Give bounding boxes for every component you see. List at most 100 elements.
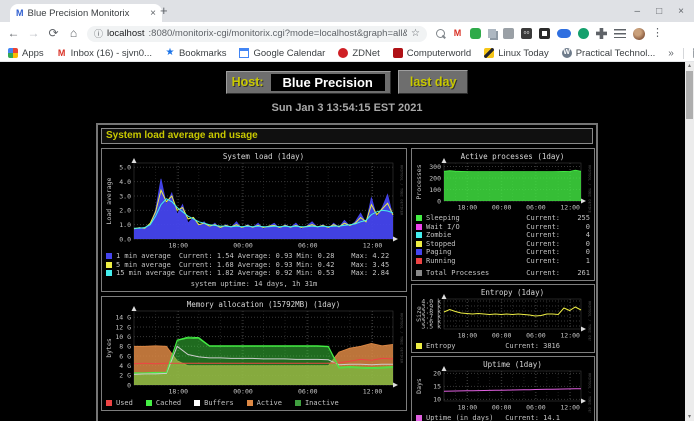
bookmark-star-icon[interactable]: ☆ [411,28,420,39]
legend-swatch [416,232,422,239]
scrollbar-up-arrow[interactable]: ▴ [687,63,691,69]
playlist-extension-icon[interactable] [614,29,626,38]
profile-avatar[interactable] [633,27,645,40]
bookmark-apps[interactable]: Apps [8,48,44,59]
svg-text:18:00: 18:00 [458,404,478,412]
legend-row: Zombie Current: 4 [416,231,590,240]
window-close-button[interactable]: × [678,5,684,17]
bookmark-inbox-16-sjvn0[interactable]: M Inbox (16) - sjvn0... [57,47,152,59]
reload-button[interactable]: ⟳ [48,26,59,40]
url-bar[interactable]: ⓘ localhost :8080/monitorix-cgi/monitori… [87,25,427,42]
new-tab-button[interactable]: + [160,3,168,18]
tab-title: Blue Precision Monitorix [27,7,130,19]
url-host: localhost [107,28,145,39]
back-button[interactable]: ← [7,26,20,40]
svg-text:18:00: 18:00 [168,242,188,250]
b-star-icon: ★ [165,47,175,58]
svg-text:06:00: 06:00 [526,331,546,339]
site-info-icon[interactable]: ⓘ [94,29,104,39]
search-icon[interactable] [436,29,445,38]
b-lt-icon [484,48,495,58]
monitorix-favicon: M [16,8,24,18]
bookmarks-overflow-chevron[interactable]: » [668,47,674,59]
legend-swatch [246,399,253,406]
uptime-footer: system uptime: 14 days, 1h 31m [190,279,318,288]
scrollbar-down-arrow[interactable]: ▾ [687,414,691,420]
extensions-puzzle-icon[interactable] [596,28,607,39]
svg-text:06:00: 06:00 [526,404,546,412]
entropy-graph[interactable]: 3.5 k 3.6 k 3.7 k 3.8 k 3.9 k 4.0 k 18:00 00:00… [414,286,592,341]
svg-text:6 G: 6 G [119,352,131,360]
legend-swatch [106,253,112,260]
svg-text:Days: Days [415,378,423,394]
screenshot-extension-icon[interactable] [539,28,550,39]
bookmarks-divider [682,47,684,59]
svg-text:RRDTOOL / TOBI OETIKER: RRDTOOL / TOBI OETIKER [588,165,593,213]
gmail-icon[interactable]: M [452,28,463,39]
url-path: :8080/monitorix-cgi/monitorix.cgi?mode=l… [148,28,408,39]
legend-swatch [416,415,422,421]
svg-text:300: 300 [429,163,441,171]
b-cal-icon [239,48,250,58]
svg-text:Active processes (1day): Active processes (1day) [461,152,565,161]
legend-swatch [416,223,422,230]
bookmark-practical-technol[interactable]: W Practical Technol... [561,47,656,59]
legend-row: Uptime (in days) Current: 14.1 [416,414,590,421]
other-bookmarks-button[interactable]: Other bookmarks [692,48,694,59]
uptime-graph[interactable]: 10 15 20 18:00 00:00 06:00 12:00 Uptime (1day) D… [414,359,592,413]
svg-text:10: 10 [433,396,441,404]
svg-text:4 G: 4 G [119,361,131,369]
system-load-graph[interactable]: 0.0 1.0 2.0 3.0 4.0 5.0 18:00 00:00 06:00 12:00 Sy… [104,151,404,251]
svg-text:15: 15 [433,383,441,391]
svg-text:00:00: 00:00 [233,242,253,250]
copy-pages-icon[interactable] [488,29,496,38]
forward-button[interactable]: → [27,26,40,40]
uptime-legend: Uptime (in days) Current: 14.1 [414,413,592,421]
window-maximize-button[interactable]: □ [656,5,663,17]
svg-text:0: 0 [437,197,441,205]
blue-oval-extension-icon[interactable] [557,29,571,38]
svg-text:Size: Size [415,306,423,322]
page-content: ▴ ▾ Host: Blue Precision last day Sun Ja… [0,62,694,421]
vertical-scrollbar[interactable]: ▴ ▾ [685,62,694,421]
legend-row: Paging Current: 0 [416,248,590,257]
scrollbar-thumb[interactable] [686,71,693,119]
bookmark-zdnet[interactable]: ZDNet [338,48,380,59]
bookmark-linux-today[interactable]: Linux Today [484,48,549,59]
bookmark-bookmarks[interactable]: ★ Bookmarks [165,47,227,59]
svg-text:00:00: 00:00 [233,387,253,395]
green-extension-icon[interactable] [470,28,481,39]
memory-legend: Used Cached Buffers Active Inactive [104,397,404,408]
svg-text:100: 100 [429,186,441,194]
legend-row: 15 min average Current: 1.82 Average: 0.92… [106,269,402,278]
goggles-extension-icon[interactable]: oo [521,28,532,39]
bookmark-google-calendar[interactable]: Google Calendar [239,48,325,59]
home-button[interactable]: ⌂ [69,26,78,40]
b-gmail-icon: M [57,48,66,58]
svg-text:3.6 k: 3.6 k [421,317,441,325]
time-range-button[interactable]: last day [397,70,469,94]
green-circle-extension-icon[interactable] [578,28,589,39]
svg-text:4.0: 4.0 [119,178,131,186]
browser-tab[interactable]: M Blue Precision Monitorix × [10,4,162,22]
legend-swatch [416,215,422,222]
gray-box-extension-icon[interactable] [503,28,514,39]
svg-text:18:00: 18:00 [458,204,478,212]
legend-swatch [106,270,112,277]
svg-text:5.0: 5.0 [119,164,131,172]
bookmarks-bar: Apps M Inbox (16) - sjvn0... ★ Bookmarks Goog… [0,45,694,62]
bookmark-computerworld[interactable]: Computerworld [392,48,471,59]
tab-close-icon[interactable]: × [150,7,156,19]
processes-legend: Sleeping Current: 255 Wait I/O Current: 0 Zomb… [414,213,592,278]
svg-text:12:00: 12:00 [363,387,383,395]
processes-graph[interactable]: 0 100 200 300 18:00 00:00 06:00 12:00 Active pro… [414,151,592,213]
entropy-legend: Entropy Current: 3816 [414,341,592,351]
browser-menu-icon[interactable]: ⋮ [652,27,663,39]
host-value-button[interactable]: Blue Precision [270,73,385,91]
svg-text:06:00: 06:00 [298,242,318,250]
svg-text:2 G: 2 G [119,371,131,379]
window-minimize-button[interactable]: – [634,5,641,17]
